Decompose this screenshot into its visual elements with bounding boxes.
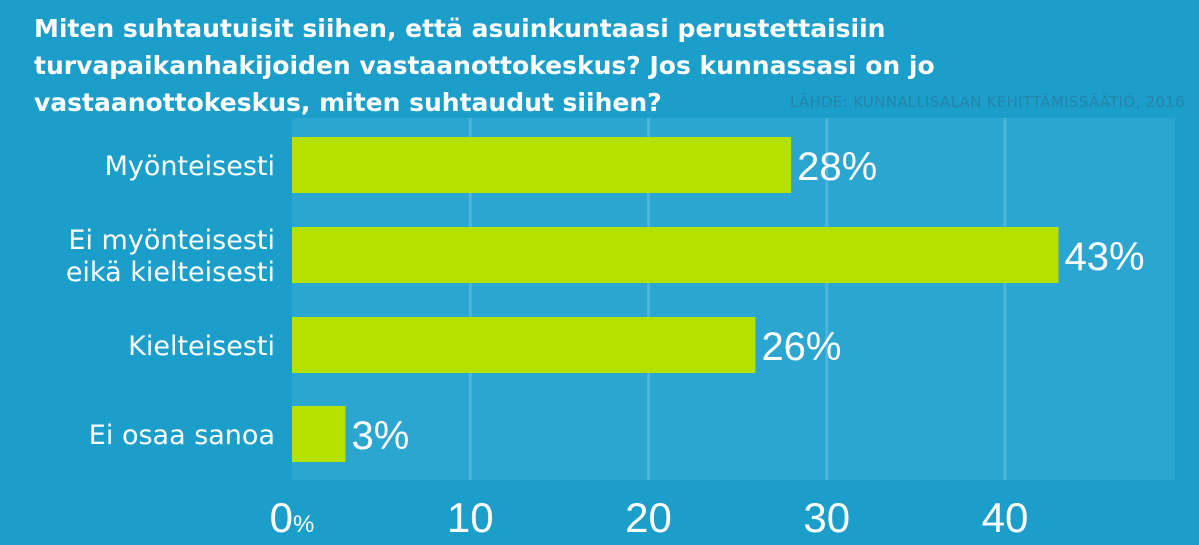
category-label: Kielteisesti xyxy=(128,331,275,362)
value-label: 43% xyxy=(1064,235,1144,279)
bar xyxy=(292,227,1059,283)
tick-label: 10 xyxy=(447,494,494,541)
category-label: Ei myönteisesti xyxy=(68,225,275,256)
tick-label: 20 xyxy=(625,494,672,541)
category-label: eikä kielteisesti xyxy=(66,257,275,288)
source-note: LÄHDE: KUNNALLISALAN KEHITTÄMISSÄÄTIÖ, 2… xyxy=(790,93,1185,111)
category-label: Myönteisesti xyxy=(105,151,275,182)
tick-label: 30 xyxy=(803,494,850,541)
value-label: 3% xyxy=(351,414,409,458)
bar xyxy=(292,137,792,193)
chart-title: Miten suhtautuisit siihen, että asuinkun… xyxy=(34,14,935,117)
bar xyxy=(292,406,346,462)
value-label: 28% xyxy=(797,145,877,189)
tick-label: 0% xyxy=(270,494,315,541)
category-label: Ei osaa sanoa xyxy=(89,420,275,451)
bar xyxy=(292,317,756,373)
tick-unit: % xyxy=(293,511,314,538)
tick-label: 40 xyxy=(982,494,1029,541)
value-label: 26% xyxy=(761,325,841,369)
